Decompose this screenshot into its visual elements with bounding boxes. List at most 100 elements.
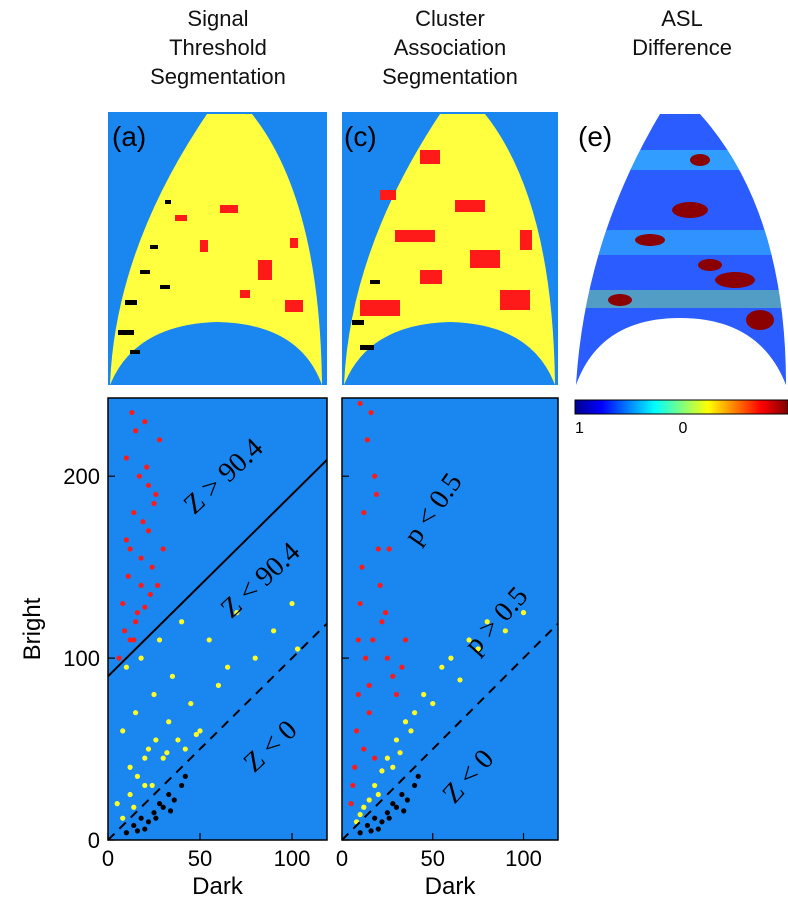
point [145,528,152,534]
point [357,830,363,836]
plot-frame [107,397,328,841]
point [355,637,361,643]
point [234,610,240,616]
x-tick-label: 0 [102,846,114,871]
point [133,428,139,434]
point [484,619,490,625]
panel-label: (a) [112,121,146,152]
point [123,537,130,543]
point [466,637,472,643]
point [368,828,374,834]
point [359,564,365,570]
point [366,682,372,688]
colorbar-label: 0 [679,420,688,437]
plot-background [342,398,558,840]
point [372,815,378,821]
point [149,782,155,789]
point [384,655,390,661]
point [421,691,427,698]
points [114,409,301,836]
point [399,664,405,670]
point [197,728,203,734]
point [131,804,137,810]
point [386,815,392,821]
point [169,673,176,679]
point [393,804,400,810]
point [404,797,410,803]
point [121,628,128,634]
x-tick-label: 50 [421,846,445,871]
point [138,655,144,661]
point [370,637,376,643]
point [364,822,371,829]
point [206,637,212,643]
point [393,691,400,698]
y-tick-label: 200 [63,464,100,489]
point [134,610,141,616]
point [520,610,527,616]
segmentation-image [342,112,558,385]
point [289,600,295,607]
point [382,610,389,616]
point [125,573,131,579]
point [153,737,159,743]
point [379,819,385,825]
point [430,700,436,707]
point [182,773,188,779]
point [114,801,120,807]
point [151,691,157,698]
point [179,782,185,789]
point [225,664,231,670]
point [412,710,418,716]
point [402,719,409,725]
point [167,808,174,814]
point [366,797,372,803]
threshold-line [341,622,559,841]
point [133,710,139,716]
point [155,582,161,588]
difference-image [576,114,786,385]
point [127,546,133,552]
point [134,773,141,779]
point [166,791,172,798]
point [397,750,403,756]
point [142,826,148,832]
y-tick-label: 100 [63,646,100,671]
point [145,819,152,825]
plot-background [108,398,327,840]
point [179,619,185,625]
point [142,782,148,789]
point [399,791,405,798]
point [120,815,126,821]
point [142,419,148,425]
column-title: Cluster Association Segmentation [382,6,518,89]
point [133,619,139,625]
point [131,509,137,516]
point [372,782,378,789]
point [457,677,463,683]
point [171,797,177,803]
point [379,768,385,774]
point [357,400,363,407]
point [127,637,133,643]
point [193,731,199,738]
point [408,728,414,734]
colorbar [574,399,788,415]
plot-frame [341,397,559,841]
point [350,782,356,789]
point [215,682,222,688]
point [439,664,445,670]
x-tick-label: 0 [336,846,348,871]
point [164,750,170,756]
point [402,637,409,643]
point [368,409,374,416]
point [252,655,258,661]
point [401,808,407,814]
point [175,737,181,743]
point [120,728,126,734]
threshold-line [107,459,328,678]
point [415,773,421,779]
panel-label: (c) [344,121,377,152]
point [120,600,126,607]
point [145,746,152,752]
